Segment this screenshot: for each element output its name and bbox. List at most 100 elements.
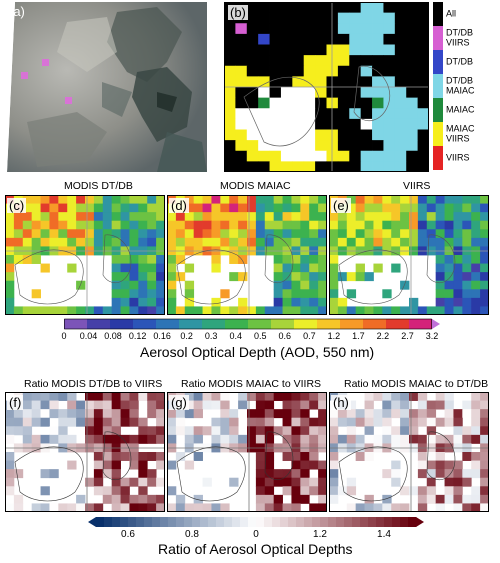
map-cell [85,409,95,419]
map-cell [280,23,293,35]
map-cell [93,220,104,230]
map-cell [167,306,177,315]
map-cell [102,469,113,479]
map-cell [31,289,41,299]
map-cell [13,409,24,419]
map-cell [373,212,383,222]
map-cell [462,409,472,419]
map-cell [258,97,270,109]
map-cell [22,392,33,401]
map-cell [49,220,59,230]
map-cell [280,2,293,14]
colorbar-segment [160,517,169,527]
map-cell [258,108,270,120]
map-cell [480,469,489,479]
map-cell [372,97,384,109]
map-cell [269,33,282,45]
map-cell [329,220,339,230]
map-cell [220,400,230,410]
map-cell [453,469,463,479]
map-cell [255,229,266,239]
map-cell [246,76,259,88]
map-cell [346,426,357,436]
map-cell [406,97,419,109]
map-cell [444,417,454,427]
colorbar-segment [264,517,273,527]
map-cell [211,237,221,247]
map-cell [406,161,419,172]
map-cell [346,220,357,230]
colorbar-tick-label: 0.4 [229,331,242,341]
map-cell [235,23,248,35]
colorbar-segment [296,517,305,527]
map-cell [111,195,121,204]
map-cell [355,229,365,239]
map-cell [300,195,310,204]
map-cell [156,400,165,410]
map-cell [5,306,15,315]
colorbar-segment [104,517,113,527]
map-cell [220,195,230,204]
map-cell [184,229,195,239]
colorbar-segment [360,517,369,527]
map-cell [235,65,248,77]
map-cell [417,417,428,427]
map-cell [318,237,327,247]
map-cell [76,203,86,213]
map-cell [93,477,104,487]
map-cell [453,477,463,487]
map-cell [309,263,319,273]
map-cell [120,263,130,273]
map-cell [409,229,419,239]
map-cell [273,255,283,264]
colorbar-tick-label: 0.6 [121,529,135,540]
map-cell [435,280,445,290]
map-cell [291,255,301,264]
map-cell [309,255,319,264]
map-cell [111,392,121,401]
colorbar-extension-arrow [416,517,424,527]
map-cell [120,212,130,222]
map-cell [273,229,283,239]
map-cell [67,460,77,470]
map-cell [444,289,454,299]
map-cell [480,392,489,401]
colorbar-tick-label: 1.7 [352,331,365,341]
map-cell [372,108,384,120]
map-cell [202,426,212,436]
map-cell [417,23,429,35]
map-cell [264,434,275,444]
map-cell [309,486,319,496]
map-cell [282,280,292,290]
map-cell [329,417,339,427]
map-cell [382,409,392,419]
map-cell [417,460,428,470]
map-cell [364,272,374,282]
map-cell [373,195,383,204]
map-cell [156,477,165,487]
map-cell [417,212,428,222]
map-cell [417,108,429,120]
map-cell [238,255,248,264]
map-cell [349,2,362,14]
map-cell [120,400,130,410]
map-cell [167,272,177,282]
map-cell [120,392,130,401]
aod-colorbar-ticks: 0 0.04 0.08 0.12 0.16 0.2 0.3 0.4 0.5 0.6 0.7 1.2 1.… [61,331,438,342]
map-cell [426,452,437,461]
map-cell [202,392,212,401]
map-cell [147,469,157,479]
map-cell [211,503,221,512]
map-cell [22,417,33,427]
map-cell [337,140,350,152]
map-cell [138,280,148,290]
coverage-legend: All DT/DB VIIRS DT/DB DT/DB MAIAC MAIAC MAIAC VI… [433,2,499,170]
map-cell [40,469,50,479]
map-cell [360,161,373,172]
map-cell [5,255,15,264]
map-cell [85,229,95,239]
map-cell [193,306,203,315]
panel-title-c: MODIS DT/DB [64,180,133,192]
map-cell [462,263,472,273]
map-cell [309,195,319,204]
